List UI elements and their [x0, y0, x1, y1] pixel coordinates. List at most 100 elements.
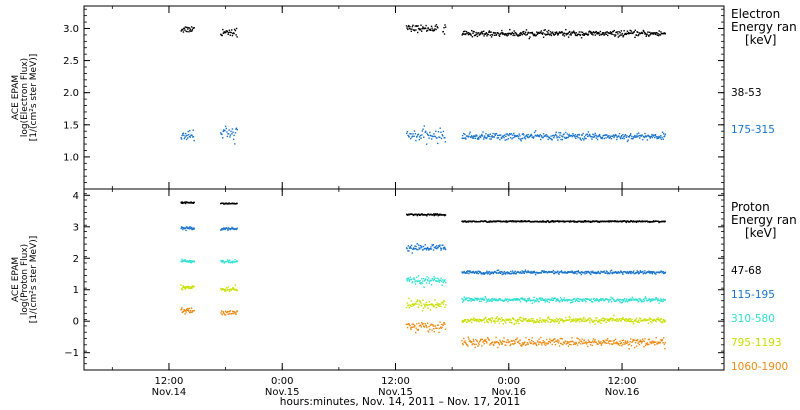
data-point	[629, 341, 631, 343]
data-point	[464, 30, 466, 32]
data-point	[582, 132, 584, 135]
data-point	[655, 136, 658, 138]
data-point	[616, 318, 619, 320]
data-point	[495, 33, 498, 36]
data-point	[611, 320, 613, 322]
data-point	[524, 341, 526, 343]
data-point	[637, 135, 639, 137]
data-point	[505, 318, 507, 320]
x-axis-label: hours:minutes, Nov. 14, 2011 – Nov. 17, …	[280, 396, 520, 408]
data-point	[657, 317, 659, 319]
data-point	[480, 134, 483, 137]
data-point	[470, 34, 472, 37]
data-point	[426, 279, 429, 281]
data-point	[434, 28, 436, 30]
data-point	[586, 298, 589, 300]
data-point	[468, 299, 471, 302]
data-point	[540, 342, 542, 344]
data-point	[532, 343, 534, 345]
data-point	[501, 342, 503, 345]
data-point	[417, 306, 419, 308]
data-point	[663, 343, 666, 345]
data-point	[518, 133, 520, 135]
data-point	[600, 298, 602, 300]
data-point	[497, 32, 500, 34]
data-point	[444, 24, 446, 26]
data-point	[424, 306, 426, 308]
data-point	[517, 320, 519, 322]
data-point	[652, 32, 654, 34]
data-point	[468, 271, 471, 273]
data-point	[430, 284, 433, 286]
data-point	[664, 220, 666, 222]
data-point	[536, 344, 538, 347]
data-point	[461, 137, 463, 139]
data-point	[184, 29, 186, 31]
data-point	[602, 271, 605, 273]
data-point	[428, 282, 431, 284]
data-point	[470, 300, 472, 302]
data-point	[187, 130, 189, 133]
data-point	[481, 273, 483, 275]
data-point	[185, 309, 188, 311]
data-point	[663, 272, 665, 275]
data-point	[439, 136, 441, 139]
data-point	[431, 214, 433, 216]
data-point	[234, 312, 237, 314]
data-point	[610, 296, 612, 298]
data-point	[562, 220, 565, 222]
data-point	[650, 298, 652, 300]
data-point	[550, 321, 552, 323]
data-point	[418, 303, 420, 306]
data-point	[434, 299, 436, 301]
data-point	[528, 318, 530, 320]
data-point	[557, 298, 559, 300]
data-point	[466, 270, 468, 273]
data-point	[600, 344, 602, 346]
data-point	[504, 298, 507, 300]
data-point	[408, 323, 410, 325]
data-point	[188, 286, 190, 288]
data-point	[550, 221, 552, 223]
data-point	[526, 319, 528, 322]
data-point	[549, 342, 552, 344]
data-point	[462, 344, 464, 346]
data-point	[410, 278, 413, 281]
data-point	[519, 135, 521, 137]
data-point	[437, 246, 439, 249]
data-point	[654, 134, 656, 137]
data-point	[612, 343, 614, 345]
data-point	[571, 134, 573, 137]
data-point	[442, 214, 444, 216]
data-point	[498, 134, 501, 137]
data-point	[576, 134, 579, 136]
data-point	[633, 31, 635, 33]
data-point	[579, 34, 581, 37]
data-point	[628, 31, 630, 34]
data-point	[185, 229, 187, 232]
data-point	[181, 308, 183, 310]
data-point	[190, 30, 192, 32]
data-point	[464, 299, 466, 301]
data-point	[229, 228, 231, 230]
data-point	[443, 322, 445, 324]
data-point	[650, 318, 652, 320]
data-point	[233, 288, 235, 290]
data-point	[415, 213, 417, 215]
data-point	[660, 270, 662, 272]
data-point	[224, 129, 226, 132]
data-point	[192, 136, 195, 138]
data-point	[590, 273, 592, 276]
data-point	[477, 270, 479, 272]
data-point	[425, 247, 427, 250]
data-point	[501, 29, 503, 32]
data-point	[546, 135, 549, 137]
data-point	[525, 271, 527, 273]
data-point	[571, 301, 573, 303]
data-point	[478, 300, 481, 303]
data-point	[629, 298, 631, 300]
data-point	[649, 34, 651, 36]
data-point	[579, 317, 582, 320]
data-point	[626, 342, 628, 344]
data-point	[655, 320, 657, 323]
